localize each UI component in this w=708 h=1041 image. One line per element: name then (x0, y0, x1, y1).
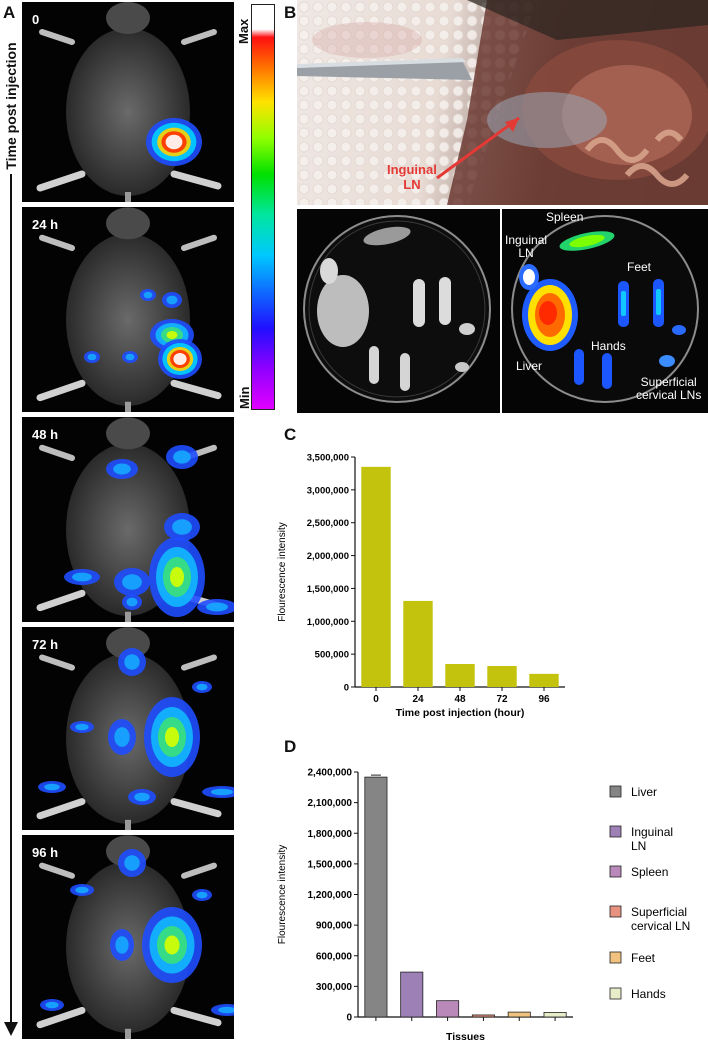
chart-d-ytick-label: 2,400,000 (308, 768, 353, 779)
chart-d-legend-label: Hands (631, 987, 666, 1001)
chart-c-bar (445, 664, 475, 687)
chart-c-xtick-label: 72 (496, 694, 508, 705)
chart-d-ytick-label: 1,500,000 (308, 859, 353, 870)
mouse-image-0: 0 (22, 2, 234, 202)
chart-d-ytick-label: 600,000 (316, 951, 353, 962)
colorbar-gradient (251, 4, 275, 410)
colorbar: Max Min (236, 2, 279, 412)
chart-c-ytick-label: 3,500,000 (307, 453, 349, 464)
chart-d: 0 300,000 600,000 900,000 1,200,000 1,500,000… (277, 768, 690, 1041)
organ-label-superficial-2: cervical LNs (636, 388, 702, 402)
chart-d-legend-label: Inguinal (631, 825, 673, 839)
timepoint-label-3: 72 h (32, 637, 59, 652)
dissection-photo: Inguinal LN (297, 0, 708, 205)
chart-d-ytick-label: 300,000 (316, 982, 353, 993)
chart-d-legend-label: Superficial (631, 905, 687, 919)
chart-c-ytick-label: 3,000,000 (307, 485, 349, 496)
organ-label-liver: Liver (516, 359, 543, 373)
mouse-image-1: 24 h (22, 207, 234, 412)
colorbar-max-label: Max (236, 18, 251, 44)
organ-label-feet: Feet (627, 260, 652, 274)
chart-c-bar (361, 466, 391, 687)
chart-d-legend-swatch (609, 785, 622, 798)
chart-d-legend-swatch (609, 987, 622, 1000)
colorbar-min-label: Min (237, 386, 252, 409)
time-axis-label: Time post injection (3, 42, 19, 170)
chart-c-bar (487, 665, 517, 687)
organ-label-spleen: Spleen (546, 210, 584, 224)
chart-c-xlabel: Time post injection (hour) (396, 707, 525, 719)
mouse-image-3: 72 h (22, 627, 234, 830)
chart-c-xtick-label: 48 (454, 694, 466, 705)
organ-dish-photo (297, 209, 500, 413)
chart-c-ytick-label: 0 (344, 683, 349, 694)
timepoint-label-1: 24 h (32, 217, 59, 232)
organ-label-inguinal-2: LN (518, 246, 534, 260)
panel-c-letter: C (284, 425, 297, 444)
chart-d-ytick-label: 2,100,000 (308, 798, 353, 809)
chart-d-bar (364, 776, 388, 1018)
chart-c: 0 500,000 1,000,000 1,500,000 2,000,000 2,500… (277, 453, 565, 719)
chart-d-bar (543, 1012, 567, 1018)
timepoint-label-2: 48 h (32, 427, 59, 442)
chart-c-xtick-label: 96 (538, 694, 550, 705)
chart-d-legend-label-2: cervical LN (631, 919, 690, 933)
chart-c-xtick-label: 24 (412, 694, 424, 705)
chart-d-ytick-label: 1,200,000 (308, 890, 353, 901)
timepoint-label-0: 0 (32, 12, 40, 27)
chart-d-legend-swatch (609, 865, 622, 878)
chart-c-ylabel: Flourescence intensity (277, 522, 288, 622)
inguinal-arrow-label-1: Inguinal (387, 162, 437, 177)
mouse-image-4: 96 h (22, 835, 234, 1039)
chart-d-legend-label: Liver (631, 785, 657, 799)
chart-d-bar (436, 1000, 460, 1018)
organ-label-superficial-1: Superficial (640, 375, 697, 389)
chart-c-bar (529, 673, 559, 687)
organ-dish-fluorescence: Spleen Inguinal LN Feet Hands Liver Supe… (502, 209, 708, 413)
chart-d-ytick-label: 1,800,000 (308, 829, 353, 840)
chart-d-ytick-label: 0 (346, 1013, 352, 1024)
chart-d-xlabel: Tissues (446, 1031, 485, 1041)
chart-c-ytick-label: 1,000,000 (307, 617, 349, 628)
mouse-image-2: 48 h (22, 417, 234, 622)
chart-d-legend-swatch (609, 825, 622, 838)
chart-c-ytick-label: 2,000,000 (307, 551, 349, 562)
chart-d-bar (507, 1011, 531, 1018)
chart-c-xtick-label: 0 (373, 694, 379, 705)
inguinal-arrow-label-2: LN (403, 177, 421, 192)
chart-d-legend-swatch (609, 951, 622, 964)
panel-d-letter: D (284, 737, 297, 756)
chart-d-ylabel: Flourescence intensity (277, 845, 288, 945)
chart-d-bar (471, 1014, 495, 1018)
panel-b-letter: B (284, 3, 297, 22)
chart-d-bar (400, 971, 424, 1018)
organ-label-hands: Hands (591, 339, 626, 353)
time-axis-arrow (4, 174, 18, 1036)
chart-d-legend-label-2: LN (631, 839, 646, 853)
chart-c-bar (403, 600, 433, 687)
chart-c-ytick-label: 500,000 (315, 650, 349, 661)
chart-d-legend-label: Feet (631, 951, 656, 965)
panel-a-letter: A (3, 3, 16, 22)
chart-d-legend-label: Spleen (631, 865, 668, 879)
chart-c-ytick-label: 1,500,000 (307, 584, 349, 595)
timepoint-label-4: 96 h (32, 845, 59, 860)
chart-d-ytick-label: 900,000 (316, 921, 353, 932)
chart-c-ytick-label: 2,500,000 (307, 518, 349, 529)
chart-d-legend-swatch (609, 905, 622, 918)
organ-label-inguinal-1: Inguinal (505, 233, 548, 247)
